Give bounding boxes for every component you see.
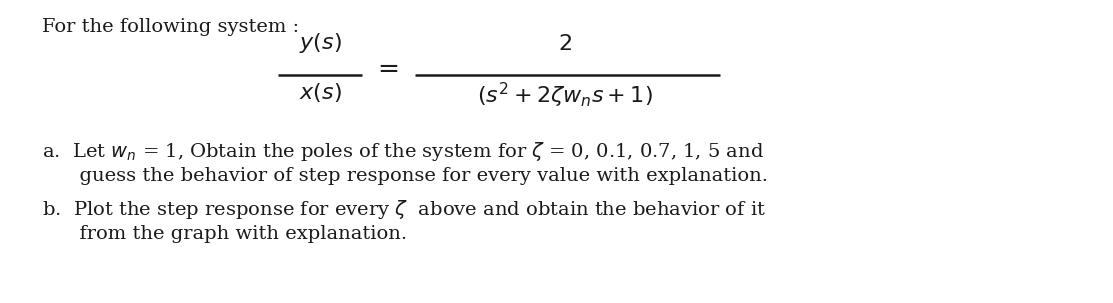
Text: b.  Plot the step response for every $\zeta$  above and obtain the behavior of i: b. Plot the step response for every $\ze… [42, 198, 766, 221]
Text: $=$: $=$ [372, 55, 398, 81]
Text: $x(s)$: $x(s)$ [298, 81, 342, 104]
Text: from the graph with explanation.: from the graph with explanation. [42, 225, 407, 243]
Text: $y(s)$: $y(s)$ [298, 31, 342, 55]
Text: a.  Let $w_n$ = 1, Obtain the poles of the system for $\zeta$ = 0, 0.1, 0.7, 1, : a. Let $w_n$ = 1, Obtain the poles of th… [42, 140, 764, 163]
Text: $2$: $2$ [558, 33, 572, 55]
Text: $(s^2 + 2\zeta w_n s + 1)$: $(s^2 + 2\zeta w_n s + 1)$ [477, 81, 653, 110]
Text: For the following system :: For the following system : [42, 18, 299, 36]
Text: guess the behavior of step response for every value with explanation.: guess the behavior of step response for … [42, 167, 768, 185]
